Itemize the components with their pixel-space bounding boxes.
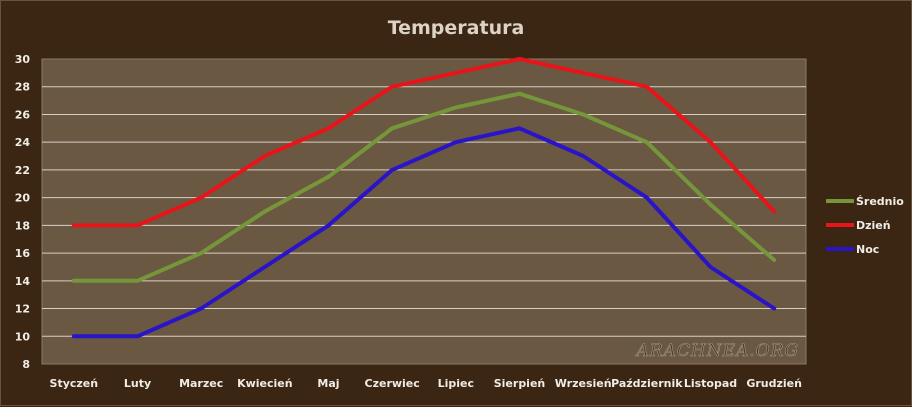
x-tick-label: Sierpień [494,377,546,390]
x-tick-label: Wrzesień [555,377,612,390]
legend-label: Średnio [856,195,904,208]
series-line-Noc [71,126,777,339]
y-tick-label: 18 [15,219,30,232]
legend-label: Dzień [856,219,891,232]
x-tick-label: Listopad [684,377,737,390]
series-line-Dzień [71,57,777,228]
y-tick-label: 24 [15,136,31,149]
y-tick-label: 16 [15,247,31,260]
x-tick-label: Czerwiec [365,377,420,390]
x-tick-label: Luty [124,377,151,390]
y-tick-label: 8 [22,358,30,371]
y-tick-label: 28 [15,81,30,94]
x-tick-label: Lipiec [438,377,474,390]
legend: Średnio Dzień Noc [826,195,904,256]
x-tick-label: Grudzień [746,377,802,390]
x-axis-ticks: Styczeń Luty Marzec Kwiecień Maj Czerwiec Lipi… [50,377,802,390]
plot-area [41,58,807,365]
y-tick-label: 12 [15,303,30,316]
x-tick-label: Styczeń [50,377,99,390]
series-lines [71,57,777,339]
y-axis-ticks: 8 10 12 14 16 18 20 22 24 26 28 30 [15,53,31,371]
watermark: ARACHNEA.ORG [635,341,799,361]
y-tick-label: 30 [15,53,31,66]
y-tick-label: 22 [15,164,30,177]
x-tick-label: Marzec [179,377,223,390]
series-line-Średnio [71,91,777,283]
x-tick-label: Październik [611,377,683,390]
y-tick-label: 20 [15,192,31,205]
legend-label: Noc [856,243,879,256]
y-tick-label: 14 [15,275,31,288]
x-tick-label: Kwiecień [237,377,293,390]
y-tick-label: 26 [15,108,31,121]
gridlines [42,86,806,337]
chart-title: Temperatura [388,17,525,39]
y-tick-label: 10 [15,330,31,343]
x-tick-label: Maj [317,377,339,390]
